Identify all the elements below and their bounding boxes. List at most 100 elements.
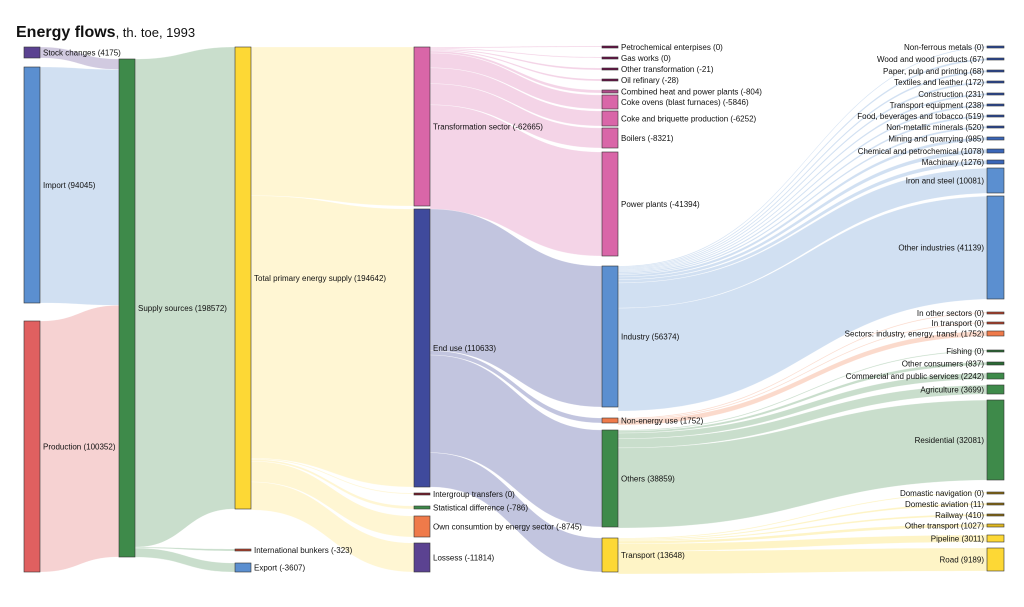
node-statdiff[interactable] <box>413 505 431 510</box>
node-road[interactable] <box>986 547 1005 572</box>
node-label-nonferrous: Non-ferrous metals (0) <box>904 43 984 52</box>
node-label-enduse: End use (110633) <box>433 344 496 353</box>
node-label-railway: Railway (410) <box>935 511 984 520</box>
node-label-intransport: In transport (0) <box>932 319 985 328</box>
node-fishing[interactable] <box>986 349 1005 353</box>
node-domav[interactable] <box>986 502 1005 506</box>
node-gasworks[interactable] <box>601 56 619 60</box>
node-label-stock: Stock changes (4175) <box>43 49 121 58</box>
node-othertr[interactable] <box>601 67 619 71</box>
node-production[interactable] <box>23 320 41 573</box>
node-mining[interactable] <box>986 136 1005 141</box>
link-transf-petro <box>429 45 603 49</box>
node-label-oilref: Oil refinary (-28) <box>621 76 679 85</box>
node-label-power: Power plants (-41394) <box>621 200 700 209</box>
node-label-pipeline: Pipeline (3011) <box>931 535 985 544</box>
link-production-supply <box>39 305 120 573</box>
node-intergroup[interactable] <box>413 492 431 496</box>
node-stock[interactable] <box>23 46 41 59</box>
node-construction[interactable] <box>986 92 1005 96</box>
node-label-import: Import (94045) <box>43 181 96 190</box>
node-othercons[interactable] <box>986 361 1005 366</box>
node-label-supply: Supply sources (198572) <box>138 304 227 313</box>
node-label-commercial: Commercial and public services (2242) <box>846 372 985 381</box>
node-transport[interactable] <box>601 537 619 573</box>
node-residential[interactable] <box>986 399 1005 481</box>
node-others[interactable] <box>601 429 619 528</box>
node-label-ironsteel: Iron and steel (10081) <box>906 177 985 186</box>
node-enduse[interactable] <box>413 208 431 488</box>
node-label-domnav: Domastic navigation (0) <box>900 489 984 498</box>
node-label-food: Food, beverages and tobacco (519) <box>857 112 984 121</box>
node-label-construction: Construction (231) <box>918 90 984 99</box>
node-nonferrous[interactable] <box>986 45 1005 49</box>
node-agriculture[interactable] <box>986 384 1005 395</box>
node-paper[interactable] <box>986 69 1005 73</box>
node-label-intergroup: Intergroup transfers (0) <box>433 490 515 499</box>
node-losses[interactable] <box>413 542 431 573</box>
node-transf[interactable] <box>413 46 431 207</box>
node-label-otherind: Other industries (41139) <box>898 244 984 253</box>
chart-title: Energy flows, th. toe, 1993 <box>16 24 195 42</box>
nodes-layer <box>23 45 1005 573</box>
node-bunkers[interactable] <box>234 548 252 552</box>
node-label-bunkers: International bunkers (-323) <box>254 546 353 555</box>
chart-title-subtitle: , th. toe, 1993 <box>115 25 196 40</box>
node-export[interactable] <box>234 562 252 573</box>
node-chemical[interactable] <box>986 148 1005 154</box>
node-inother[interactable] <box>986 311 1005 315</box>
node-industry[interactable] <box>601 265 619 408</box>
link-supply-tpes <box>134 46 236 548</box>
node-sectors[interactable] <box>986 330 1005 337</box>
node-label-othertransp: Other transport (1027) <box>905 522 984 531</box>
node-commercial[interactable] <box>986 372 1005 380</box>
node-power[interactable] <box>601 151 619 257</box>
node-label-others: Others (38859) <box>621 475 675 484</box>
node-nonenergy[interactable] <box>601 417 619 424</box>
node-label-cokeov: Coke ovens (blast furnaces) (-5846) <box>621 98 749 107</box>
node-nonmetal[interactable] <box>986 125 1005 129</box>
node-label-chp: Combined heat and power plants (-804) <box>621 88 762 97</box>
node-label-nonenergy: Non-energy use (1752) <box>621 417 704 426</box>
node-wood[interactable] <box>986 57 1005 61</box>
node-label-residential: Residential (32081) <box>915 436 985 445</box>
node-railway[interactable] <box>986 513 1005 517</box>
node-petro[interactable] <box>601 45 619 49</box>
node-chp[interactable] <box>601 89 619 94</box>
node-own[interactable] <box>413 515 431 538</box>
node-pipeline[interactable] <box>986 534 1005 543</box>
link-tpes-enduse <box>250 195 415 488</box>
node-cokeov[interactable] <box>601 94 619 110</box>
node-machinary[interactable] <box>986 159 1005 165</box>
node-label-textiles: Textiles and leather (172) <box>894 78 984 87</box>
links-layer <box>39 45 1001 575</box>
node-label-industry: Industry (56374) <box>621 333 680 342</box>
node-label-petro: Petrochemical enterpises (0) <box>621 43 723 52</box>
node-label-machinary: Machinary (1276) <box>922 158 985 167</box>
node-label-chemical: Chemical and petrochemical (1078) <box>858 147 985 156</box>
node-intransport[interactable] <box>986 321 1005 325</box>
node-cokebr[interactable] <box>601 110 619 127</box>
node-domnav[interactable] <box>986 491 1005 495</box>
node-label-paper: Paper, pulp and printing (68) <box>883 67 984 76</box>
node-otherind[interactable] <box>986 195 1005 300</box>
node-boilers[interactable] <box>601 127 619 149</box>
node-supply[interactable] <box>118 58 136 558</box>
node-tpes[interactable] <box>234 46 252 510</box>
node-food[interactable] <box>986 114 1005 118</box>
node-label-production: Production (100352) <box>43 443 116 452</box>
node-transpeq[interactable] <box>986 103 1005 107</box>
node-label-domav: Domestic aviation (11) <box>905 500 984 509</box>
node-label-transpeq: Transport equipment (238) <box>890 101 985 110</box>
node-oilref[interactable] <box>601 78 619 82</box>
node-textiles[interactable] <box>986 80 1005 84</box>
node-label-road: Road (9189) <box>940 556 985 565</box>
node-othertransp[interactable] <box>986 523 1005 528</box>
node-import[interactable] <box>23 66 41 304</box>
node-label-wood: Wood and wood products (67) <box>877 55 984 64</box>
chart-title-main: Energy flows <box>16 24 116 41</box>
node-label-othertr: Other transformation (-21) <box>621 65 714 74</box>
node-label-export: Export (-3607) <box>254 564 305 573</box>
node-ironsteel[interactable] <box>986 167 1005 194</box>
